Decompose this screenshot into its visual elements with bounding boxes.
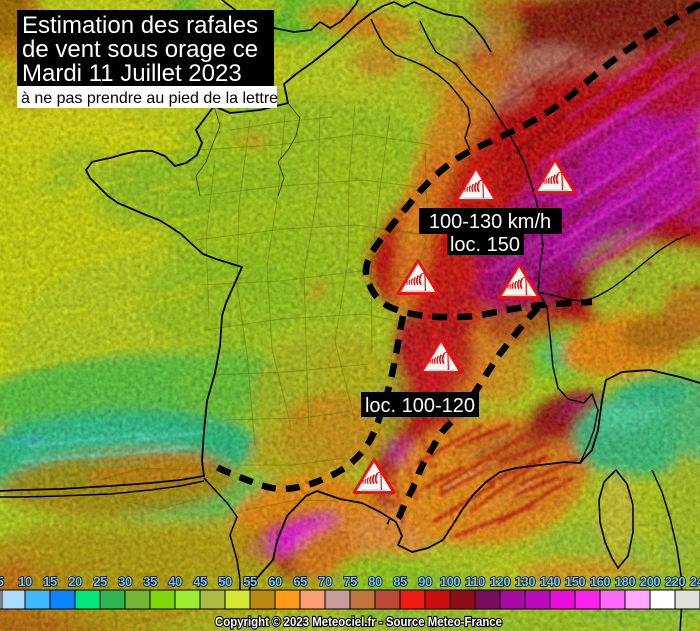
svg-text:180: 180 xyxy=(615,574,635,589)
svg-text:25: 25 xyxy=(93,574,107,589)
svg-text:160: 160 xyxy=(590,574,610,589)
svg-text:15: 15 xyxy=(43,574,57,589)
svg-text:120: 120 xyxy=(490,574,510,589)
svg-text:loc. 150: loc. 150 xyxy=(450,234,520,256)
svg-text:Mardi 11 Juillet 2023: Mardi 11 Juillet 2023 xyxy=(22,60,242,87)
svg-text:100-130 km/h: 100-130 km/h xyxy=(429,211,551,233)
svg-text:35: 35 xyxy=(143,574,157,589)
svg-text:140: 140 xyxy=(540,574,560,589)
svg-text:75: 75 xyxy=(343,574,357,589)
svg-text:130: 130 xyxy=(515,574,535,589)
svg-text:à ne pas prendre au pied de la: à ne pas prendre au pied de la lettre xyxy=(21,90,278,107)
svg-text:110: 110 xyxy=(465,574,485,589)
svg-text:45: 45 xyxy=(193,574,207,589)
svg-text:55: 55 xyxy=(243,574,257,589)
svg-text:60: 60 xyxy=(268,574,282,589)
svg-text:5: 5 xyxy=(0,574,4,589)
svg-text:loc. 100-120: loc. 100-120 xyxy=(365,395,475,417)
svg-text:85: 85 xyxy=(393,574,407,589)
svg-text:100: 100 xyxy=(440,574,460,589)
svg-text:80: 80 xyxy=(368,574,382,589)
svg-text:240: 240 xyxy=(690,574,700,589)
svg-text:90: 90 xyxy=(418,574,432,589)
svg-text:10: 10 xyxy=(18,574,32,589)
svg-text:200: 200 xyxy=(640,574,660,589)
svg-text:30: 30 xyxy=(118,574,132,589)
svg-text:150: 150 xyxy=(565,574,585,589)
svg-text:de vent sous orage ce: de vent sous orage ce xyxy=(22,36,258,63)
svg-text:Copyright © 2023 Meteociel.fr: Copyright © 2023 Meteociel.fr - Source M… xyxy=(215,614,502,629)
svg-text:220: 220 xyxy=(665,574,685,589)
svg-text:65: 65 xyxy=(293,574,307,589)
svg-text:40: 40 xyxy=(168,574,182,589)
svg-text:50: 50 xyxy=(218,574,232,589)
svg-text:70: 70 xyxy=(318,574,332,589)
svg-text:Estimation des rafales: Estimation des rafales xyxy=(22,12,258,39)
svg-text:20: 20 xyxy=(68,574,82,589)
